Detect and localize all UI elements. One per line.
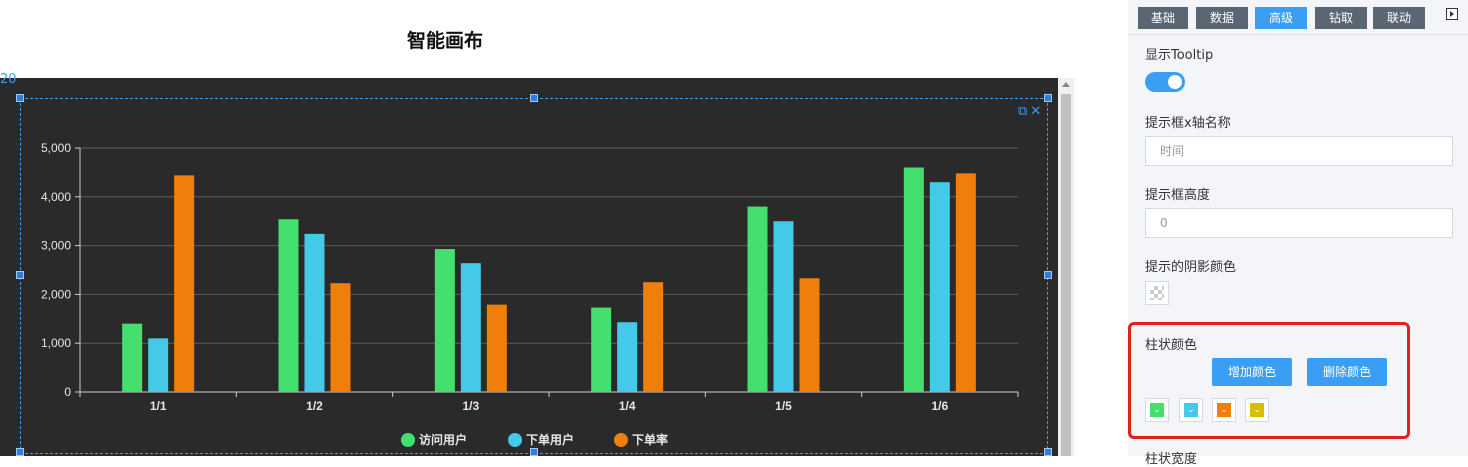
tab-advanced[interactable]: 高级 (1255, 7, 1307, 29)
bar (929, 182, 950, 392)
resize-handle-right[interactable] (1044, 271, 1052, 279)
tooltip-label: 显示Tooltip (1145, 48, 1214, 63)
bar (799, 278, 820, 392)
bar-color-swatch-2[interactable]: ⌄ (1179, 398, 1203, 422)
bar-chart: 0 1,000 2,000 3,000 4,000 5,000 1/1 1/2 1/3 1/4 1/… (41, 141, 1019, 447)
bar-color-swatch-4[interactable]: ⌄ (1245, 398, 1269, 422)
tab-basic[interactable]: 基础 (1138, 7, 1188, 29)
chevron-down-icon: ⌄ (1150, 403, 1164, 417)
shadow-color-picker[interactable] (1145, 281, 1169, 305)
y-tick-label: 2,000 (41, 287, 71, 301)
resize-handle-top-right[interactable] (1044, 94, 1052, 102)
x-tick-label: 1/3 (462, 399, 479, 413)
bar (148, 338, 169, 392)
bar (434, 249, 455, 392)
resize-handle-top[interactable] (530, 94, 538, 102)
tooltip-height-label: 提示框高度 (1145, 188, 1211, 203)
x-tick-label: 1/2 (306, 399, 323, 413)
tooltip-toggle[interactable] (1145, 72, 1185, 92)
bar (617, 322, 638, 392)
bar (460, 263, 481, 392)
resize-handle-bottom-right[interactable] (1044, 448, 1052, 456)
transparent-icon (1150, 286, 1164, 300)
scroll-up-icon[interactable] (1062, 82, 1070, 87)
bar (174, 175, 195, 392)
resize-handle-left[interactable] (16, 271, 24, 279)
legend-marker (508, 433, 522, 447)
x-tick-label: 1/4 (619, 399, 636, 413)
bar (304, 233, 325, 392)
canvas-area[interactable]: 0 1,000 2,000 3,000 4,000 5,000 1/1 1/2 1/3 1/4 1/… (0, 72, 1074, 456)
bar (747, 206, 768, 392)
resize-handle-bottom[interactable] (530, 448, 538, 456)
bar-color-swatch-1[interactable]: ⌄ (1145, 398, 1169, 422)
bar (330, 283, 351, 392)
add-color-button[interactable]: 增加颜色 (1212, 358, 1292, 386)
bar-width-label: 柱状宽度 (1145, 452, 1198, 467)
toggle-knob (1168, 75, 1182, 89)
restore-icon[interactable]: ⧉ (1018, 104, 1028, 119)
x-axis-name-input[interactable]: 时间 (1145, 136, 1453, 166)
bar (591, 307, 612, 392)
chevron-down-icon: ⌄ (1250, 403, 1264, 417)
corner-label: 20 (0, 72, 17, 87)
shadow-color-label: 提示的阴影颜色 (1145, 260, 1237, 275)
x-axis-name-label: 提示框x轴名称 (1145, 116, 1231, 131)
bar (643, 282, 664, 392)
x-tick-label: 1/6 (931, 399, 948, 413)
y-tick-label: 1,000 (41, 336, 71, 350)
bar-color-swatch-3[interactable]: ⌄ (1212, 398, 1236, 422)
bar (122, 323, 143, 392)
y-tick-label: 3,000 (41, 239, 71, 253)
scroll-thumb[interactable] (1061, 94, 1071, 456)
legend-label: 下单用户 (526, 432, 574, 447)
bar-color-label: 柱状颜色 (1145, 338, 1198, 353)
tab-data[interactable]: 数据 (1196, 7, 1248, 29)
chevron-down-icon: ⌄ (1184, 403, 1198, 417)
bar-color-section (1128, 322, 1410, 439)
x-tick-label: 1/5 (775, 399, 792, 413)
chevron-down-icon: ⌄ (1217, 403, 1231, 417)
chart-widget[interactable]: 0 1,000 2,000 3,000 4,000 5,000 1/1 1/2 1/3 1/4 1/… (0, 72, 1058, 456)
y-tick-label: 5,000 (41, 141, 71, 155)
y-tick-label: 4,000 (41, 190, 71, 204)
divider (1128, 34, 1468, 35)
y-tick-label: 0 (64, 385, 71, 399)
legend-marker (614, 433, 628, 447)
x-tick-label: 1/1 (150, 399, 167, 413)
selection-box[interactable] (20, 98, 1048, 454)
vertical-scrollbar[interactable] (1058, 78, 1074, 456)
legend-marker (401, 433, 415, 447)
bar (278, 219, 299, 392)
close-icon[interactable]: ✕ (1030, 104, 1042, 119)
bar (486, 304, 507, 392)
bar (903, 167, 924, 392)
resize-handle-bottom-left[interactable] (16, 448, 24, 456)
page-title: 智能画布 (406, 30, 483, 52)
remove-color-button[interactable]: 删除颜色 (1307, 358, 1387, 386)
resize-handle-top-left[interactable] (16, 94, 24, 102)
collapse-panel-icon[interactable] (1446, 8, 1458, 20)
legend-label: 下单率 (632, 432, 668, 447)
tab-linkage[interactable]: 联动 (1373, 7, 1425, 29)
tab-drill[interactable]: 钻取 (1315, 7, 1367, 29)
bar (955, 173, 976, 392)
legend-label: 访问用户 (419, 432, 467, 447)
bar (773, 221, 794, 392)
tooltip-height-input[interactable]: 0 (1145, 208, 1453, 238)
property-panel: 基础 数据 高级 钻取 联动 显示Tooltip 提示框x轴名称 时间 提示框高… (1128, 0, 1468, 467)
